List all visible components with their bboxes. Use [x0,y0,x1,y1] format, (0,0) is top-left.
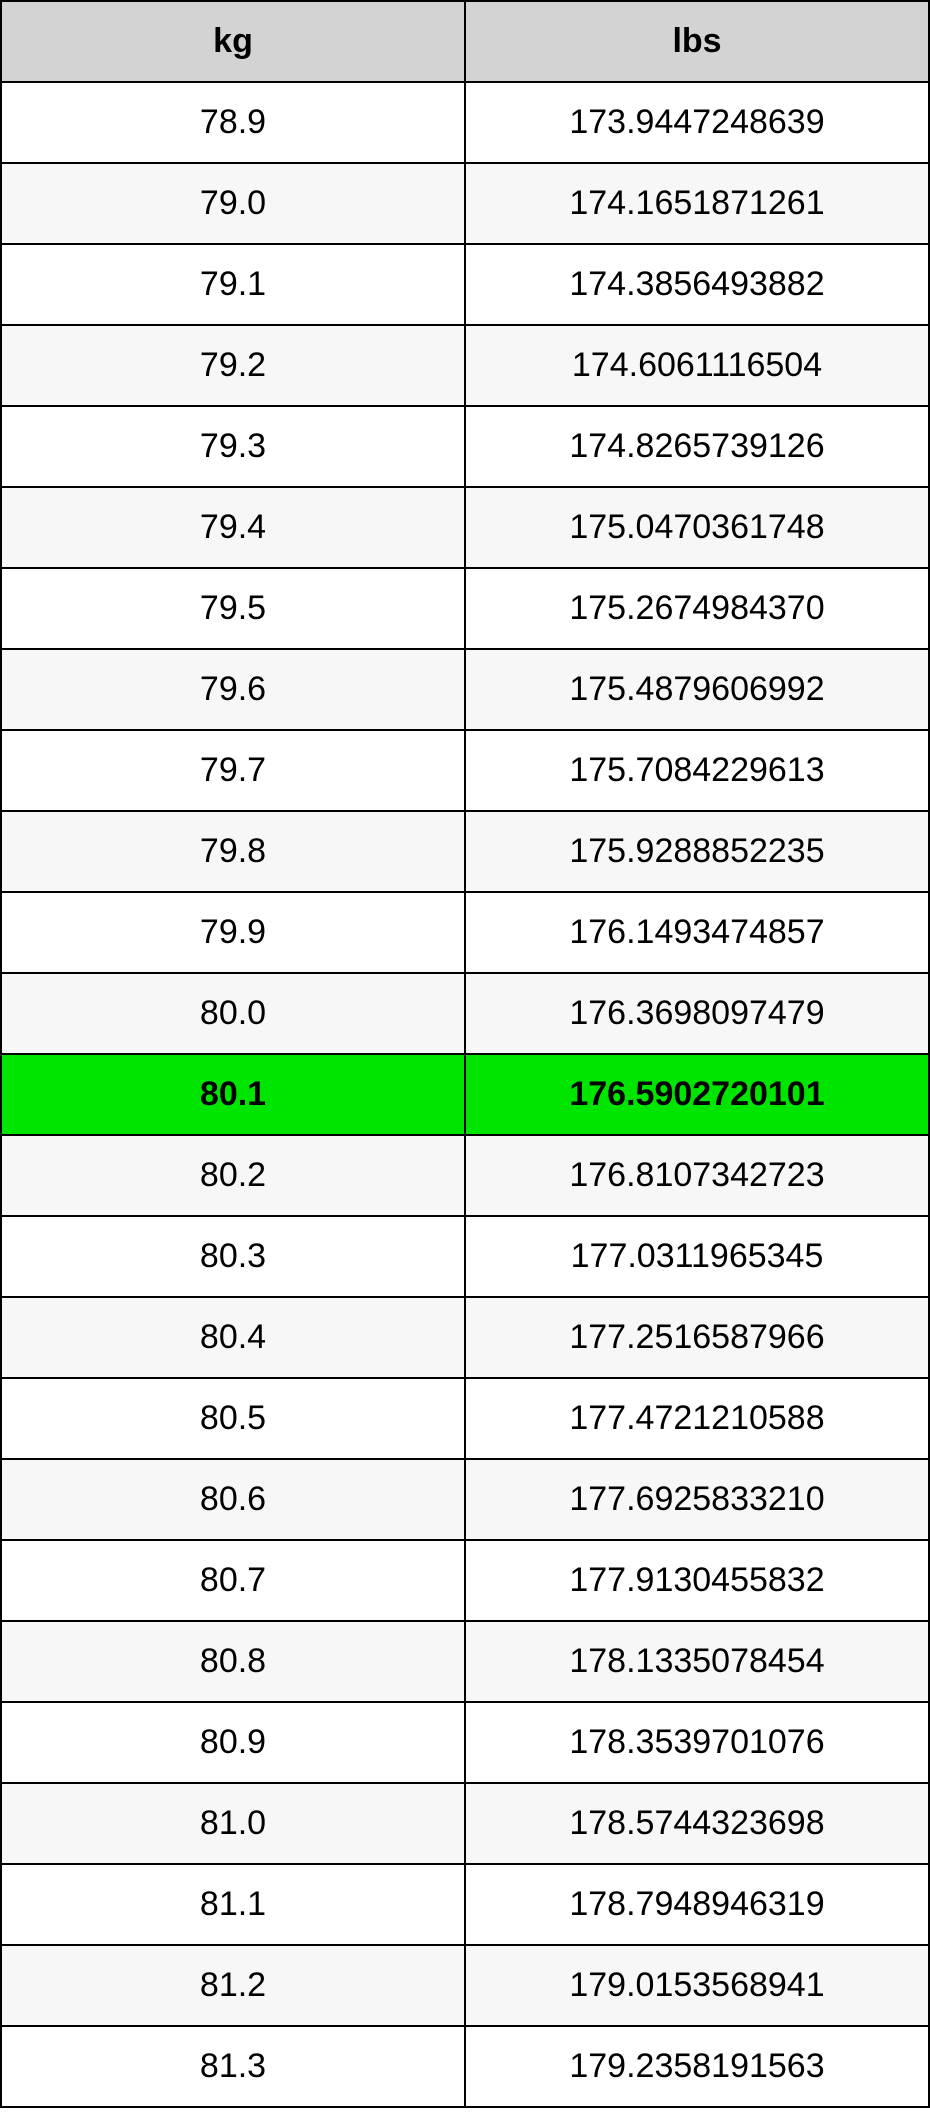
cell-kg: 79.5 [1,568,465,649]
table-row: 79.2 174.6061116504 [1,325,929,406]
cell-kg: 79.8 [1,811,465,892]
cell-lbs: 178.1335078454 [465,1621,929,1702]
table-row: 81.3 179.2358191563 [1,2026,929,2107]
table-row: 79.6 175.4879606992 [1,649,929,730]
cell-kg: 81.1 [1,1864,465,1945]
cell-kg: 80.9 [1,1702,465,1783]
table-row: 81.1 178.7948946319 [1,1864,929,1945]
table-row: 79.0 174.1651871261 [1,163,929,244]
cell-lbs: 176.8107342723 [465,1135,929,1216]
table-row: 80.6 177.6925833210 [1,1459,929,1540]
table-body: 78.9 173.9447248639 79.0 174.1651871261 … [1,82,929,2107]
cell-lbs: 175.4879606992 [465,649,929,730]
cell-lbs: 179.0153568941 [465,1945,929,2026]
cell-kg: 80.8 [1,1621,465,1702]
cell-lbs: 174.6061116504 [465,325,929,406]
cell-kg: 78.9 [1,82,465,163]
cell-lbs: 177.6925833210 [465,1459,929,1540]
table-row: 79.8 175.9288852235 [1,811,929,892]
cell-lbs: 178.3539701076 [465,1702,929,1783]
cell-lbs: 177.0311965345 [465,1216,929,1297]
table-row: 79.3 174.8265739126 [1,406,929,487]
cell-lbs: 175.7084229613 [465,730,929,811]
cell-lbs: 174.1651871261 [465,163,929,244]
table-row: 80.4 177.2516587966 [1,1297,929,1378]
table-row: 79.9 176.1493474857 [1,892,929,973]
column-header-lbs: lbs [465,1,929,82]
cell-kg: 79.7 [1,730,465,811]
cell-kg: 80.3 [1,1216,465,1297]
cell-kg: 79.9 [1,892,465,973]
table-row: 80.7 177.9130455832 [1,1540,929,1621]
cell-lbs: 173.9447248639 [465,82,929,163]
table-row: 79.4 175.0470361748 [1,487,929,568]
cell-kg: 79.1 [1,244,465,325]
table-row: 80.5 177.4721210588 [1,1378,929,1459]
cell-lbs: 175.2674984370 [465,568,929,649]
cell-kg: 79.3 [1,406,465,487]
cell-kg: 80.0 [1,973,465,1054]
cell-kg: 80.6 [1,1459,465,1540]
cell-lbs: 176.5902720101 [465,1054,929,1135]
cell-lbs: 175.0470361748 [465,487,929,568]
cell-lbs: 178.5744323698 [465,1783,929,1864]
cell-kg: 79.6 [1,649,465,730]
cell-lbs: 174.8265739126 [465,406,929,487]
cell-lbs: 177.9130455832 [465,1540,929,1621]
cell-kg: 80.4 [1,1297,465,1378]
table-row: 79.7 175.7084229613 [1,730,929,811]
table-row-highlighted: 80.1 176.5902720101 [1,1054,929,1135]
cell-lbs: 177.2516587966 [465,1297,929,1378]
cell-lbs: 176.3698097479 [465,973,929,1054]
table-row: 80.8 178.1335078454 [1,1621,929,1702]
cell-kg: 81.2 [1,1945,465,2026]
cell-lbs: 179.2358191563 [465,2026,929,2107]
table-row: 81.2 179.0153568941 [1,1945,929,2026]
cell-kg: 81.3 [1,2026,465,2107]
table-row: 80.0 176.3698097479 [1,973,929,1054]
cell-kg: 80.5 [1,1378,465,1459]
cell-lbs: 178.7948946319 [465,1864,929,1945]
cell-kg: 81.0 [1,1783,465,1864]
table-row: 78.9 173.9447248639 [1,82,929,163]
table-row: 79.1 174.3856493882 [1,244,929,325]
cell-kg: 79.4 [1,487,465,568]
cell-kg: 80.2 [1,1135,465,1216]
cell-kg: 80.7 [1,1540,465,1621]
cell-lbs: 174.3856493882 [465,244,929,325]
cell-kg: 79.0 [1,163,465,244]
cell-kg: 80.1 [1,1054,465,1135]
conversion-table: kg lbs 78.9 173.9447248639 79.0 174.1651… [0,0,930,2108]
cell-lbs: 177.4721210588 [465,1378,929,1459]
cell-kg: 79.2 [1,325,465,406]
table-row: 80.9 178.3539701076 [1,1702,929,1783]
table-row: 80.2 176.8107342723 [1,1135,929,1216]
table-header-row: kg lbs [1,1,929,82]
cell-lbs: 175.9288852235 [465,811,929,892]
table-row: 81.0 178.5744323698 [1,1783,929,1864]
table-row: 80.3 177.0311965345 [1,1216,929,1297]
column-header-kg: kg [1,1,465,82]
cell-lbs: 176.1493474857 [465,892,929,973]
table-row: 79.5 175.2674984370 [1,568,929,649]
